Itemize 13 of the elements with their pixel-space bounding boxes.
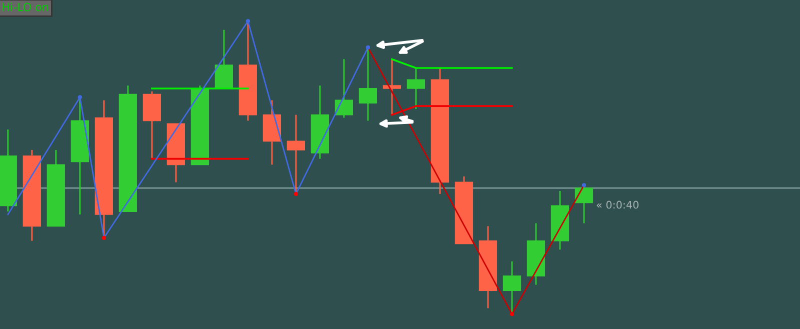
text: Hi-LO on: [2, 2, 48, 12]
candlestick: [214, 29, 234, 90]
point: [366, 45, 370, 50]
candlestick: [382, 58, 402, 116]
candlestick: [502, 260, 522, 315]
point: [246, 19, 250, 24]
candlestick: [334, 58, 354, 118]
point: [78, 95, 82, 100]
candlestick: [574, 184, 594, 224]
candlestick: [358, 46, 378, 122]
point: [510, 312, 514, 316]
candlestick: [406, 67, 426, 110]
text: « 0:0:40: [596, 200, 638, 209]
